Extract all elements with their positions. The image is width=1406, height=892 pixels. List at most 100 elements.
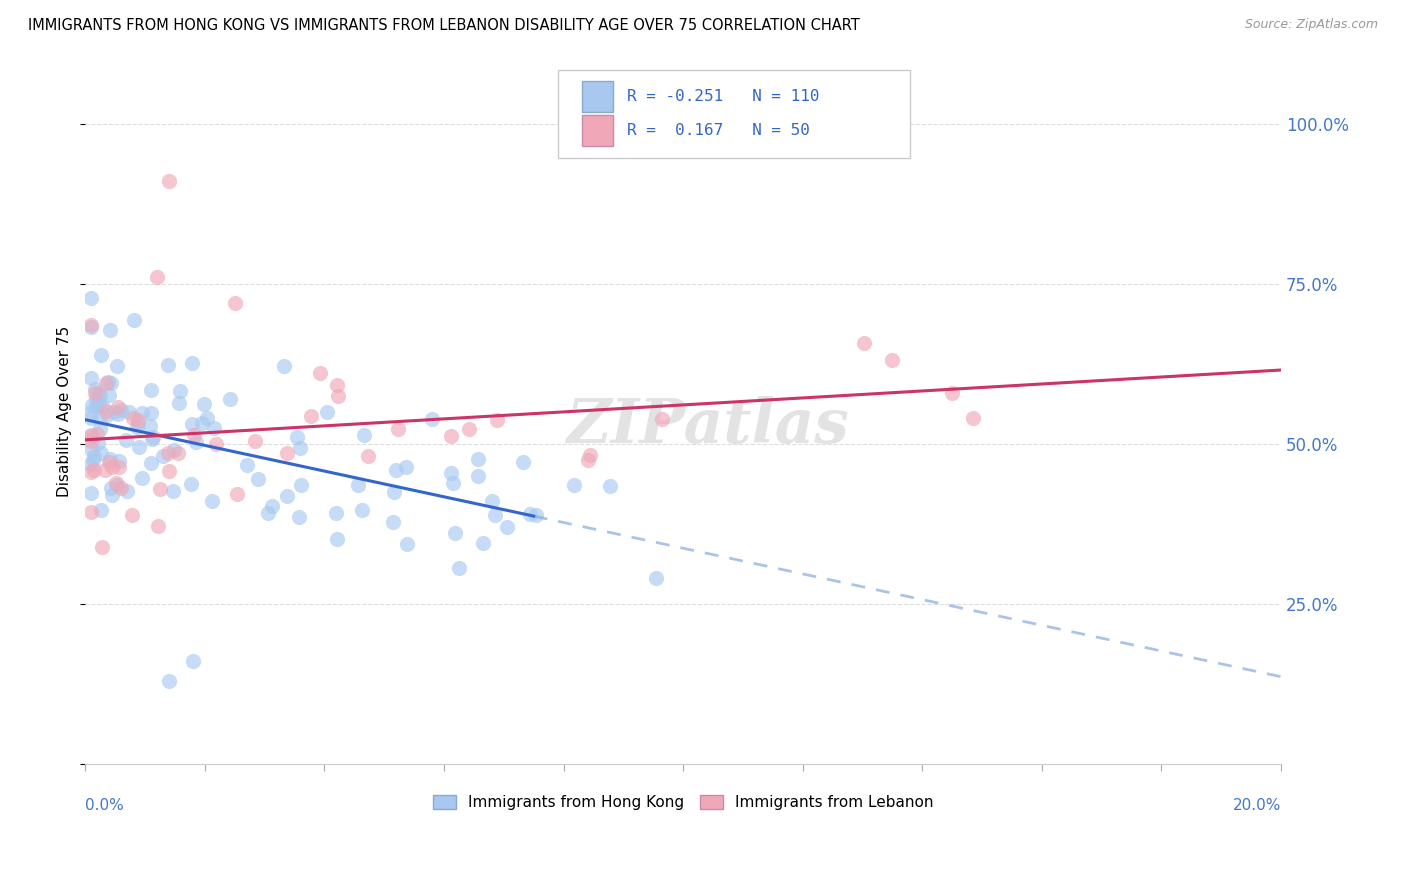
Point [201, 494, 224, 508]
Point [309, 366, 332, 380]
Point [104, 476, 127, 491]
Point [157, 673, 180, 688]
Point [485, 413, 508, 427]
Point [146, 270, 169, 285]
Text: R =  0.167   N = 50: R = 0.167 N = 50 [627, 123, 810, 138]
Point [236, 458, 259, 472]
Point [224, 296, 246, 310]
Point [167, 396, 190, 410]
Point [98, 388, 121, 402]
Point [350, 503, 373, 517]
Text: R = -0.251   N = 110: R = -0.251 N = 110 [627, 89, 820, 104]
Point [169, 384, 191, 399]
Point [285, 430, 308, 444]
Point [110, 403, 132, 417]
Point [141, 432, 163, 446]
Point [326, 377, 349, 392]
Point [444, 526, 467, 541]
Point [204, 437, 226, 451]
Point [96, 404, 118, 418]
Point [80, 457, 103, 471]
Point [180, 417, 202, 431]
Point [396, 536, 419, 550]
Point [94, 463, 117, 477]
Point [108, 460, 131, 475]
Point [325, 532, 347, 546]
Point [882, 353, 904, 368]
Point [80, 465, 103, 479]
Point [89, 388, 111, 402]
Text: 0.0%: 0.0% [86, 797, 124, 813]
FancyBboxPatch shape [582, 81, 613, 112]
Text: 20.0%: 20.0% [1233, 797, 1281, 813]
Point [467, 469, 489, 483]
Point [852, 336, 875, 351]
Point [121, 508, 143, 522]
Point [127, 416, 149, 430]
Point [86, 385, 108, 400]
Point [458, 422, 481, 436]
Point [101, 488, 124, 502]
Point [181, 654, 204, 668]
Point [80, 410, 103, 425]
Point [447, 560, 470, 574]
Point [98, 451, 121, 466]
Point [121, 411, 143, 425]
Point [357, 449, 380, 463]
Point [86, 436, 108, 450]
Point [80, 291, 103, 305]
Point [94, 376, 117, 391]
Point [80, 486, 103, 500]
Point [163, 442, 186, 457]
Text: IMMIGRANTS FROM HONG KONG VS IMMIGRANTS FROM LEBANON DISABILITY AGE OVER 75 CORR: IMMIGRANTS FROM HONG KONG VS IMMIGRANTS … [28, 18, 860, 33]
Point [346, 478, 368, 492]
Point [107, 407, 129, 421]
Point [496, 519, 519, 533]
Point [353, 428, 375, 442]
Point [381, 515, 404, 529]
Point [98, 323, 121, 337]
Point [110, 481, 132, 495]
Point [83, 449, 105, 463]
Point [287, 509, 309, 524]
Point [382, 484, 405, 499]
Point [273, 359, 295, 374]
Point [80, 434, 103, 448]
Point [440, 467, 463, 481]
Y-axis label: Disability Age Over 75: Disability Age Over 75 [58, 326, 72, 498]
Point [115, 433, 138, 447]
Point [139, 383, 162, 397]
Point [218, 392, 240, 407]
Point [183, 427, 205, 442]
Point [326, 389, 349, 403]
Point [576, 452, 599, 467]
Point [84, 398, 107, 412]
Point [80, 428, 103, 442]
Point [471, 535, 494, 549]
Point [156, 445, 179, 459]
Point [226, 487, 249, 501]
Text: ZIPatlas: ZIPatlas [565, 396, 848, 456]
Point [86, 427, 108, 442]
Point [90, 540, 112, 554]
Point [162, 483, 184, 498]
Point [141, 456, 163, 470]
Point [100, 482, 122, 496]
Point [98, 455, 121, 469]
Point [108, 454, 131, 468]
Point [467, 452, 489, 467]
Point [157, 464, 180, 478]
Point [80, 442, 103, 456]
Point [80, 318, 103, 332]
Point [100, 376, 122, 390]
Point [422, 412, 444, 426]
Point [103, 405, 125, 419]
Point [524, 508, 547, 522]
Point [941, 385, 963, 400]
Point [80, 371, 103, 385]
Point [80, 319, 103, 334]
Point [84, 385, 107, 400]
Point [83, 382, 105, 396]
Point [181, 356, 204, 370]
Point [80, 429, 103, 443]
